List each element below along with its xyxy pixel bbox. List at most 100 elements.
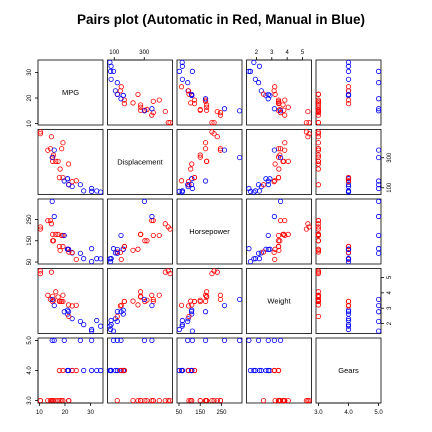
data-point <box>306 131 312 137</box>
data-point <box>69 367 75 374</box>
data-point <box>204 104 210 110</box>
data-point <box>130 247 136 253</box>
data-point <box>49 296 55 303</box>
data-point <box>260 397 267 404</box>
data-point <box>345 258 352 265</box>
panel-mpg-horsepower <box>176 59 243 126</box>
data-point <box>204 102 210 108</box>
data-point <box>305 397 311 404</box>
data-point <box>142 107 148 113</box>
data-point <box>345 76 352 82</box>
data-point <box>282 97 288 103</box>
data-point <box>135 246 141 252</box>
data-point <box>275 97 282 103</box>
data-point <box>57 166 63 172</box>
data-point <box>138 104 144 110</box>
data-point <box>345 326 352 333</box>
data-point <box>51 213 57 220</box>
data-point <box>375 108 382 114</box>
data-point <box>149 337 155 344</box>
tick-label: 30 <box>27 68 33 75</box>
tick-label: 300 <box>387 152 393 163</box>
data-point <box>61 337 67 344</box>
data-point <box>345 316 352 322</box>
data-point <box>107 323 113 329</box>
data-point <box>89 188 95 194</box>
data-point <box>275 154 282 160</box>
data-point <box>118 302 124 308</box>
data-point <box>89 185 95 192</box>
data-point <box>280 102 286 108</box>
data-point <box>375 318 382 325</box>
data-point <box>315 147 322 153</box>
data-point <box>65 246 72 253</box>
tick-label: 250 <box>217 410 228 416</box>
data-point <box>50 238 56 244</box>
data-point <box>185 80 191 86</box>
data-point <box>236 154 243 161</box>
data-point <box>108 321 114 328</box>
variable-label: Weight <box>267 297 291 306</box>
data-point <box>375 250 382 256</box>
data-point <box>315 140 322 146</box>
data-point <box>89 337 95 344</box>
tick-label: 4 <box>286 50 290 56</box>
data-point <box>197 107 203 113</box>
data-point <box>69 179 75 185</box>
panel-displacement-weight <box>246 129 312 195</box>
data-point <box>188 298 194 304</box>
data-point <box>185 182 191 188</box>
tick-label: 3 <box>387 306 393 310</box>
tick-label: 20 <box>27 94 33 101</box>
data-point <box>315 107 322 113</box>
data-point <box>50 231 56 237</box>
data-point <box>117 249 123 256</box>
tick-label: 10 <box>27 120 33 127</box>
data-point <box>50 154 56 160</box>
data-point <box>179 321 185 328</box>
data-point <box>37 270 44 277</box>
data-point <box>275 232 282 239</box>
tick-label: 250 <box>27 214 33 225</box>
data-point <box>94 317 100 324</box>
data-point <box>260 91 267 97</box>
data-point <box>81 367 87 374</box>
data-point <box>89 367 95 374</box>
data-point <box>108 367 114 374</box>
data-point <box>277 217 284 224</box>
data-point <box>375 309 382 315</box>
data-point <box>305 108 311 115</box>
data-point <box>281 158 287 164</box>
data-point <box>185 303 192 309</box>
tick-label: 5.0 <box>27 336 33 345</box>
data-point <box>255 182 262 188</box>
panel-weight-horsepower <box>176 268 243 334</box>
data-point <box>315 249 322 255</box>
data-point <box>282 147 288 153</box>
data-point <box>265 182 271 188</box>
data-point <box>60 175 66 181</box>
data-point <box>149 302 155 309</box>
data-point <box>375 154 382 161</box>
data-point <box>178 302 185 308</box>
data-point <box>315 154 322 160</box>
data-point <box>121 101 127 107</box>
data-point <box>185 318 191 325</box>
data-point <box>60 298 66 305</box>
data-point <box>345 321 352 328</box>
data-point <box>45 292 51 298</box>
data-point <box>197 298 203 305</box>
data-point <box>265 337 271 344</box>
data-point <box>247 367 254 374</box>
data-point <box>277 198 284 205</box>
tick-label: 4.0 <box>344 410 353 416</box>
data-point <box>191 298 198 305</box>
data-point <box>142 238 148 244</box>
data-point <box>272 256 278 263</box>
data-point <box>89 328 95 334</box>
data-point <box>138 293 144 299</box>
data-point <box>89 246 95 252</box>
data-point <box>149 112 155 118</box>
data-point <box>51 147 57 153</box>
